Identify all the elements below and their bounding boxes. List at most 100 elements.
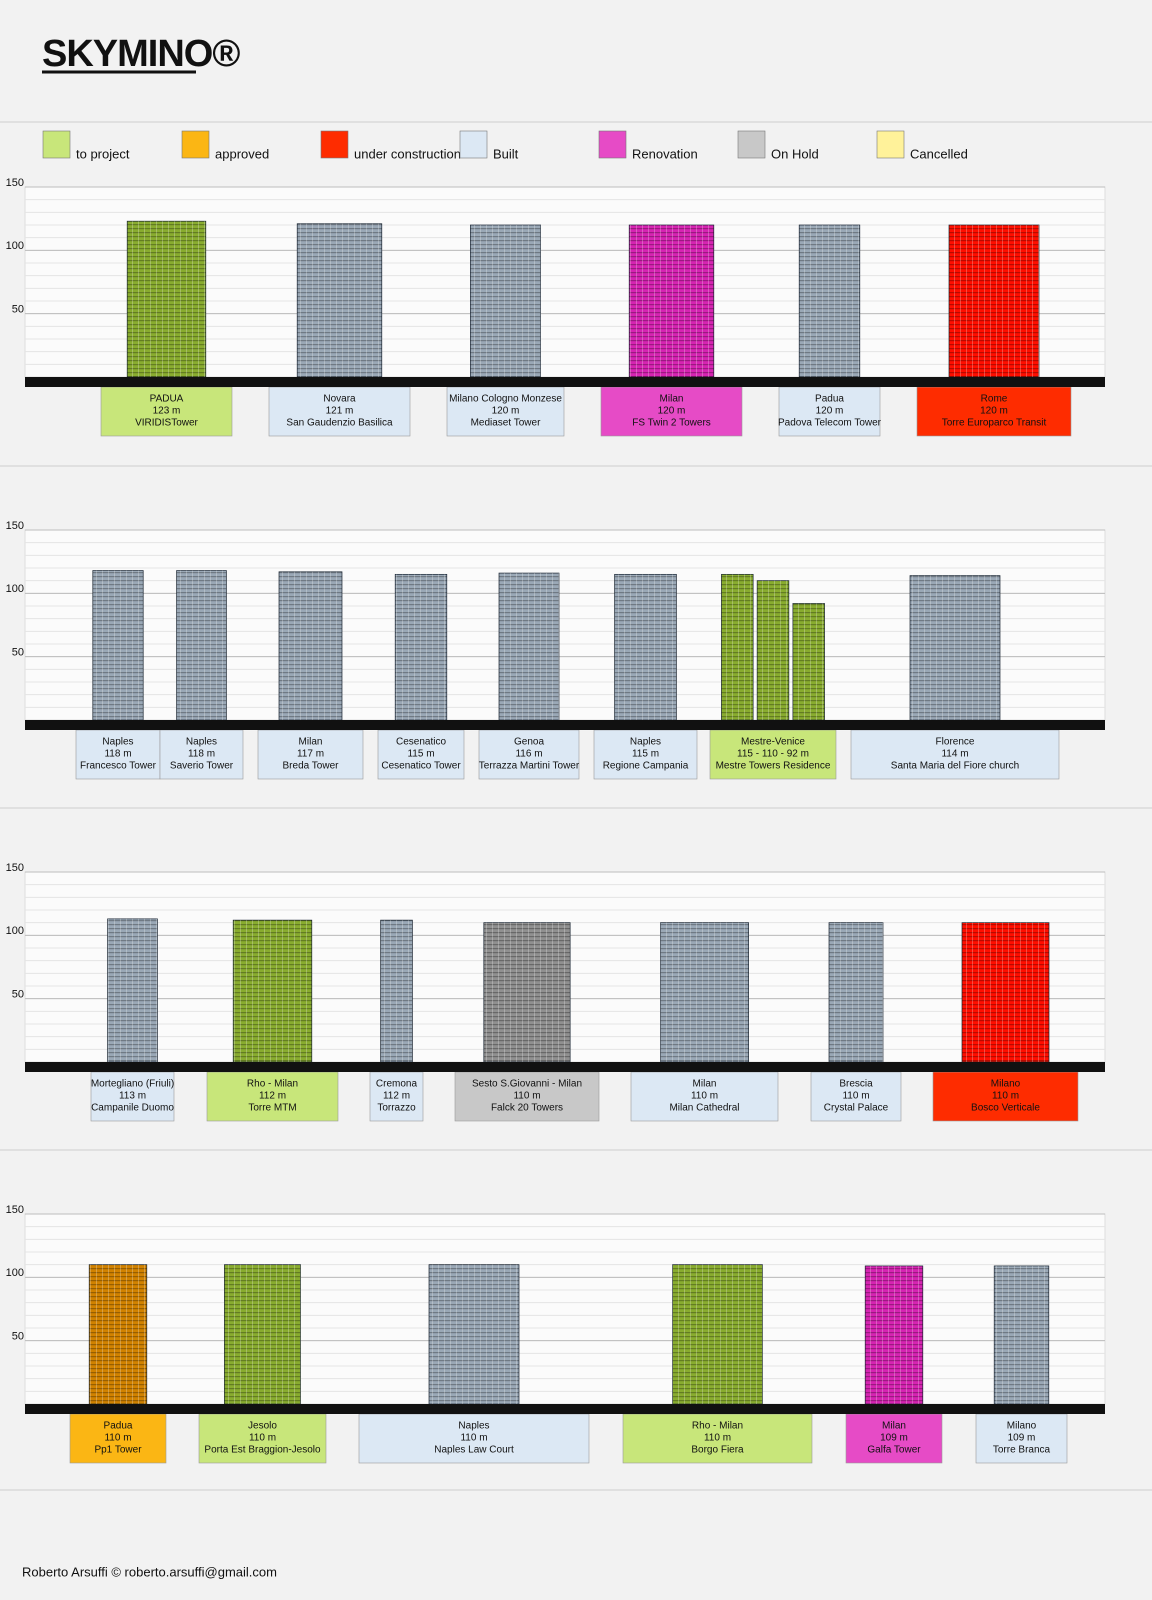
building-name: Breda Tower: [283, 761, 340, 772]
building-floors: [910, 575, 1000, 720]
city: Milano Cologno Monzese: [449, 394, 562, 405]
building-name: Torrazzo: [377, 1103, 416, 1114]
building-floors: [757, 580, 789, 720]
height-label: 112 m: [259, 1091, 286, 1102]
footer: Roberto Arsuffi © roberto.arsuffi@gmail.…: [22, 1564, 277, 1579]
height-label: 110 m: [460, 1433, 487, 1444]
legend-swatch: [737, 130, 766, 159]
city: Rome: [981, 394, 1008, 405]
label-box: [478, 729, 580, 780]
label-box: [593, 729, 698, 780]
city: Milan: [660, 394, 684, 405]
legend-label: Built: [493, 146, 519, 161]
building-name: Galfa Tower: [867, 1445, 921, 1456]
building-floors: [233, 920, 312, 1062]
city: Rho - Milan: [692, 1421, 743, 1432]
y-tick-label: 50: [12, 989, 24, 1001]
height-label: 118 m: [104, 749, 131, 760]
city: Milano: [991, 1079, 1021, 1090]
city: Cesenatico: [396, 737, 446, 748]
label-box: [206, 1071, 339, 1122]
legend-swatch: [42, 130, 71, 159]
city: Naples: [186, 737, 217, 748]
building-name: Mestre Towers Residence: [716, 761, 831, 772]
building-name: Mediaset Tower: [471, 418, 542, 429]
building-name: Campanile Duomo: [91, 1103, 174, 1114]
plot-area: [24, 1213, 1106, 1405]
city: Milano: [1007, 1421, 1037, 1432]
legend-swatch: [181, 130, 210, 159]
height-label: 120 m: [658, 406, 686, 417]
height-label: 118 m: [188, 749, 215, 760]
height-label: 121 m: [326, 406, 354, 417]
height-label: 123 m: [153, 406, 181, 417]
building-name: Regione Campania: [603, 761, 689, 772]
building-floors: [107, 918, 158, 1062]
building-name: Naples Law Court: [434, 1445, 514, 1456]
label-box: [75, 729, 161, 780]
building-floors: [395, 574, 447, 720]
building-floors: [829, 922, 883, 1062]
building-name: Falck 20 Towers: [491, 1103, 563, 1114]
height-label: 110 m: [513, 1091, 540, 1102]
y-tick-label: 150: [6, 862, 24, 874]
logo: SKYMINO®: [42, 33, 240, 75]
building-floors: [949, 225, 1039, 377]
height-label: 120 m: [492, 406, 520, 417]
ground: [25, 1404, 1105, 1414]
label-box: [100, 386, 233, 437]
city: Sesto S.Giovanni - Milan: [472, 1079, 582, 1090]
city: Mestre-Venice: [741, 737, 805, 748]
y-tick-label: 50: [12, 647, 24, 659]
y-tick-label: 150: [6, 520, 24, 532]
building-floors: [429, 1264, 519, 1404]
building-name: Torre Branca: [993, 1445, 1051, 1456]
building-name: Bosco Verticale: [971, 1103, 1040, 1114]
label-box: [198, 1413, 327, 1464]
city: Milan: [882, 1421, 906, 1432]
legend-swatch: [876, 130, 905, 159]
height-label: 115 m: [407, 749, 434, 760]
legend-label: to project: [76, 146, 130, 161]
building-floors: [865, 1265, 923, 1404]
city: Rho - Milan: [247, 1079, 298, 1090]
legend-swatch: [598, 130, 627, 159]
legend-label: Renovation: [632, 146, 698, 161]
city: Florence: [936, 737, 975, 748]
y-tick-label: 150: [6, 177, 24, 189]
label-box: [600, 386, 743, 437]
building-floors: [660, 922, 749, 1062]
building-floors: [799, 225, 860, 377]
building-name: Cesenatico Tower: [381, 761, 461, 772]
city: PADUA: [150, 394, 184, 405]
label-box: [268, 386, 411, 437]
height-label: 109 m: [1008, 1433, 1036, 1444]
building-floors: [614, 574, 677, 720]
ground: [25, 377, 1105, 387]
height-label: 109 m: [880, 1433, 908, 1444]
city: Padua: [815, 394, 844, 405]
legend-label: On Hold: [771, 146, 819, 161]
city: Brescia: [839, 1079, 873, 1090]
height-label: 113 m: [119, 1091, 146, 1102]
building-floors: [470, 225, 541, 377]
building-floors: [89, 1264, 147, 1404]
label-box: [90, 1071, 175, 1122]
y-tick-label: 50: [12, 304, 24, 316]
legend-label: approved: [215, 146, 269, 161]
building-floors: [499, 573, 559, 720]
city: Genoa: [514, 737, 544, 748]
legend-label: Cancelled: [910, 146, 968, 161]
building-name: Porta Est Braggion-Jesolo: [204, 1445, 321, 1456]
building-floors: [380, 920, 413, 1062]
legend-swatch: [459, 130, 488, 159]
y-tick-label: 50: [12, 1331, 24, 1343]
building-name: Borgo Fiera: [691, 1445, 744, 1456]
building-floors: [994, 1265, 1049, 1404]
building-name: Santa Maria del Fiore church: [891, 761, 1019, 772]
building-floors: [92, 570, 144, 720]
height-label: 112 m: [383, 1091, 410, 1102]
label-box: [916, 386, 1072, 437]
